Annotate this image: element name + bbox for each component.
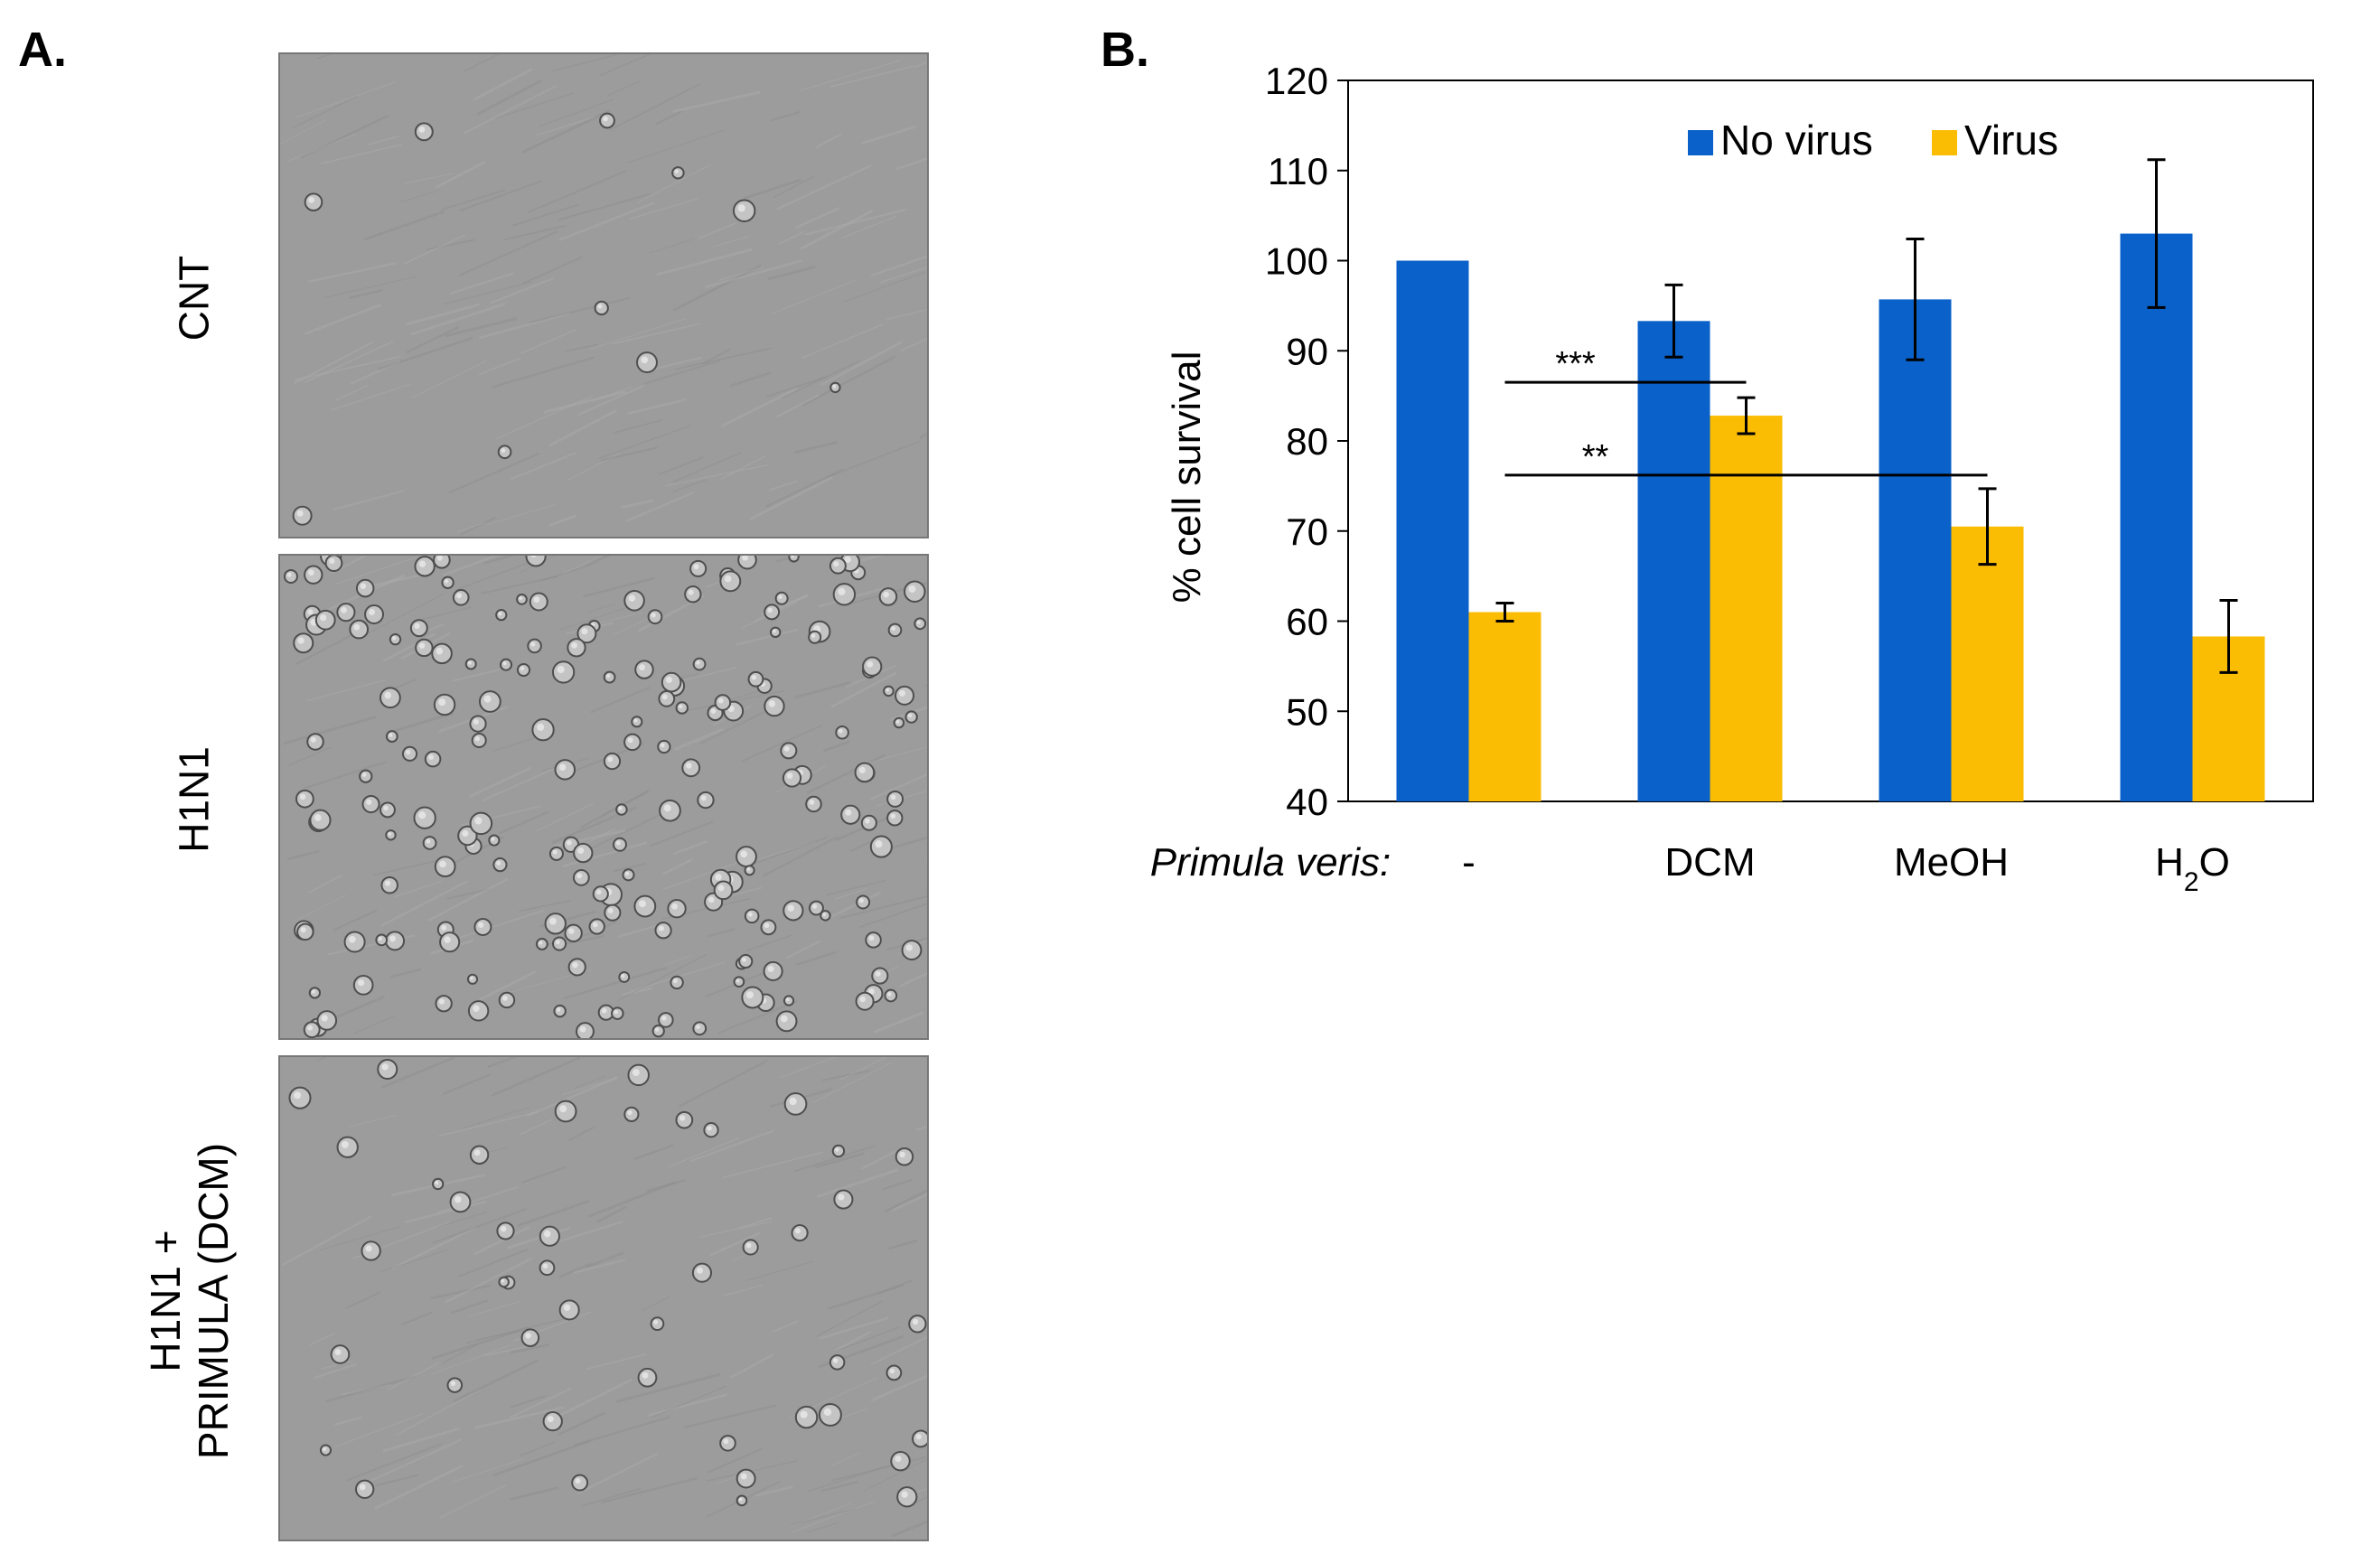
category-prefix-label: Primula veris: [1150,840,1391,885]
error-bar [1664,283,1683,359]
legend-swatch [1932,130,1957,155]
bar-no-virus-0 [1396,260,1469,801]
error-bar [1737,396,1756,435]
y-tick-label: 120 [1265,60,1328,102]
bar-no-virus-1 [1637,321,1710,801]
legend-label: Virus [1964,117,2058,164]
micrograph-h1n1-primula-dcm [278,1055,929,1541]
category-label: MeOH [1894,840,2009,885]
error-bar [1495,602,1514,623]
error-bar [1906,238,1925,361]
y-tick-label: 70 [1286,510,1328,553]
panel-b-letter: B. [1101,23,1149,77]
micrograph-texture [280,556,927,1038]
y-tick-label: 50 [1286,690,1328,733]
y-tick-label: 80 [1286,420,1328,463]
category-label: - [1462,840,1476,885]
error-bar [1978,487,1997,566]
micrograph-texture [280,1057,927,1540]
bar-virus-1 [1710,416,1783,801]
bar-virus-2 [1951,526,2024,801]
micrograph-h1n1 [278,554,929,1040]
y-tick-label: 90 [1286,330,1328,372]
significance-label: *** [1555,345,1596,383]
category-label: DCM [1664,840,1755,885]
significance-label: ** [1582,438,1609,476]
y-tick-label: 110 [1268,150,1328,192]
y-tick-label: 100 [1265,240,1328,283]
legend: No virus Virus [1644,110,2096,173]
y-tick-label: 60 [1286,601,1328,643]
micrograph-texture [280,54,927,537]
panel-a-letter: A. [18,23,67,77]
y-axis-label: % cell survival [1165,351,1209,604]
legend-label: No virus [1720,117,1873,164]
error-bar [2219,599,2238,674]
y-tick-label: 40 [1286,781,1328,823]
legend-swatch [1688,130,1713,155]
bar-virus-0 [1468,612,1541,801]
bar-no-virus-3 [2120,233,2193,801]
micrograph-cnt [278,52,929,538]
bar-no-virus-2 [1879,299,1952,802]
error-bar [2147,158,2166,309]
category-label: H2O [2155,840,2230,897]
